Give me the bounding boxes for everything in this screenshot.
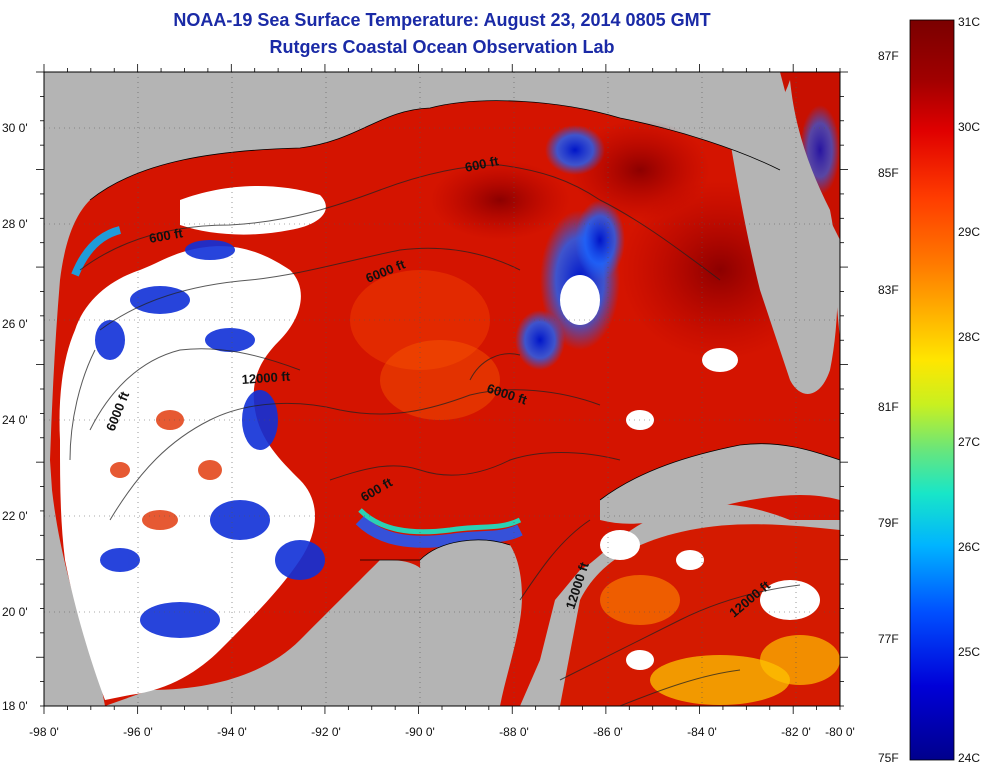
fahrenheit-labels: 87F 85F 83F 81F 79F 77F 75F bbox=[878, 49, 899, 765]
lat-tick-label: 20 0' bbox=[2, 605, 28, 619]
coastlines bbox=[89, 100, 840, 561]
lon-tick-label: -90 0' bbox=[405, 725, 435, 739]
lat-tick-label: 26 0' bbox=[2, 317, 28, 331]
cuba-land bbox=[600, 443, 840, 524]
cloud-cover bbox=[180, 185, 326, 235]
colorbar-gradient bbox=[909, 19, 955, 761]
lat-tick-label: 30 0' bbox=[2, 121, 28, 135]
yucatan-land bbox=[420, 540, 522, 706]
lat-tick-label: 24 0' bbox=[2, 413, 28, 427]
celsius-label: 25C bbox=[958, 645, 980, 659]
celsius-label: 30C bbox=[958, 120, 980, 134]
graticule bbox=[44, 72, 840, 706]
cool-patch bbox=[575, 200, 625, 280]
warm-patch bbox=[600, 575, 680, 625]
lon-tick-label: -96 0' bbox=[123, 725, 153, 739]
map-subtitle: Rutgers Coastal Ocean Observation Lab bbox=[269, 37, 615, 57]
lon-tick-label: -84 0' bbox=[687, 725, 717, 739]
warm-patch bbox=[760, 635, 840, 685]
cool-patch bbox=[545, 125, 605, 175]
lon-tick-label: -80 0' bbox=[825, 725, 855, 739]
cloud-cover bbox=[59, 246, 315, 700]
celsius-label: 31C bbox=[958, 15, 980, 29]
coastal-cool-band bbox=[358, 508, 522, 535]
axis-ticks bbox=[36, 64, 848, 714]
lat-tick-label: 28 0' bbox=[2, 217, 28, 231]
celsius-label: 27C bbox=[958, 435, 980, 449]
lon-tick-label: -92 0' bbox=[311, 725, 341, 739]
bathymetry-contours bbox=[69, 164, 801, 706]
fahrenheit-label: 81F bbox=[878, 400, 899, 414]
contour-label: 600 ft bbox=[148, 225, 185, 246]
latitude-labels: 30 0' 28 0' 26 0' 24 0' 22 0' 20 0' 18 0… bbox=[2, 121, 28, 713]
hot-core bbox=[570, 120, 710, 220]
contour-label: 12000 ft bbox=[241, 369, 291, 387]
celsius-label: 24C bbox=[958, 751, 980, 765]
lon-tick-label: -88 0' bbox=[499, 725, 529, 739]
warm-patch bbox=[650, 655, 790, 705]
cool-patch bbox=[515, 310, 565, 370]
fahrenheit-label: 79F bbox=[878, 516, 899, 530]
cloud-patches bbox=[560, 275, 820, 670]
warm-patch bbox=[380, 340, 500, 420]
lon-tick-label: -86 0' bbox=[593, 725, 623, 739]
longitude-labels: -98 0' -96 0' -94 0' -92 0' -90 0' -88 0… bbox=[29, 725, 855, 739]
fahrenheit-label: 83F bbox=[878, 283, 899, 297]
map-area: 600 ft 600 ft 6000 ft 12000 ft 6000 ft 6… bbox=[44, 72, 840, 706]
fahrenheit-label: 87F bbox=[878, 49, 899, 63]
map-title: NOAA-19 Sea Surface Temperature: August … bbox=[173, 10, 711, 30]
coastal-cool-band bbox=[71, 226, 122, 277]
coastal-cool-band bbox=[355, 515, 523, 548]
celsius-labels: 31C 30C 29C 28C 27C 26C 25C 24C bbox=[958, 15, 980, 765]
celsius-label: 28C bbox=[958, 330, 980, 344]
lon-tick-label: -94 0' bbox=[217, 725, 247, 739]
celsius-label: 29C bbox=[958, 225, 980, 239]
lat-tick-label: 22 0' bbox=[2, 509, 28, 523]
lon-tick-label: -82 0' bbox=[781, 725, 811, 739]
fahrenheit-label: 75F bbox=[878, 751, 899, 765]
florida-land bbox=[730, 80, 838, 394]
lon-tick-label: -98 0' bbox=[29, 725, 59, 739]
colorbar: 31C 30C 29C 28C 27C 26C 25C 24C 87F 85F … bbox=[878, 15, 980, 765]
contour-label: 600 ft bbox=[464, 153, 501, 175]
fahrenheit-label: 85F bbox=[878, 166, 899, 180]
hot-core bbox=[430, 160, 570, 240]
lat-tick-label: 18 0' bbox=[2, 699, 28, 713]
celsius-label: 26C bbox=[958, 540, 980, 554]
fahrenheit-label: 77F bbox=[878, 632, 899, 646]
